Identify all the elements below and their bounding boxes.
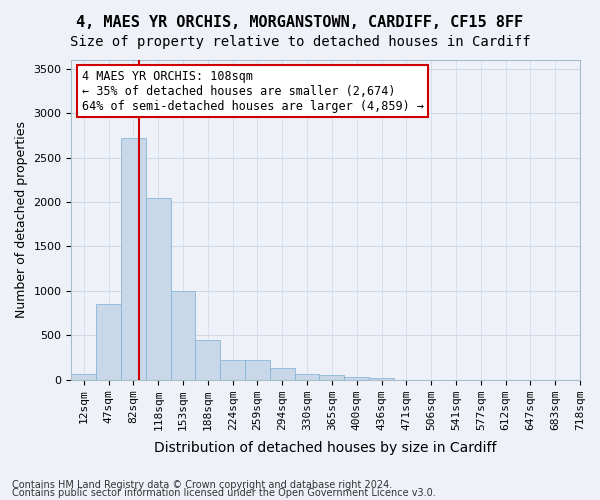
Text: Size of property relative to detached houses in Cardiff: Size of property relative to detached ho… xyxy=(70,35,530,49)
Bar xyxy=(71,374,96,380)
Text: 4 MAES YR ORCHIS: 108sqm
← 35% of detached houses are smaller (2,674)
64% of sem: 4 MAES YR ORCHIS: 108sqm ← 35% of detach… xyxy=(82,70,424,112)
Bar xyxy=(344,377,369,380)
Text: Contains public sector information licensed under the Open Government Licence v3: Contains public sector information licen… xyxy=(12,488,436,498)
Bar xyxy=(170,291,196,380)
Y-axis label: Number of detached properties: Number of detached properties xyxy=(15,122,28,318)
Bar xyxy=(295,374,319,380)
Bar xyxy=(96,304,121,380)
Bar xyxy=(319,375,344,380)
Bar xyxy=(121,138,146,380)
Bar xyxy=(369,378,394,380)
Bar xyxy=(245,360,270,380)
Bar xyxy=(146,198,170,380)
Text: Contains HM Land Registry data © Crown copyright and database right 2024.: Contains HM Land Registry data © Crown c… xyxy=(12,480,392,490)
Bar xyxy=(196,340,220,380)
Text: 4, MAES YR ORCHIS, MORGANSTOWN, CARDIFF, CF15 8FF: 4, MAES YR ORCHIS, MORGANSTOWN, CARDIFF,… xyxy=(76,15,524,30)
Bar xyxy=(220,360,245,380)
Bar xyxy=(270,368,295,380)
X-axis label: Distribution of detached houses by size in Cardiff: Distribution of detached houses by size … xyxy=(154,441,497,455)
